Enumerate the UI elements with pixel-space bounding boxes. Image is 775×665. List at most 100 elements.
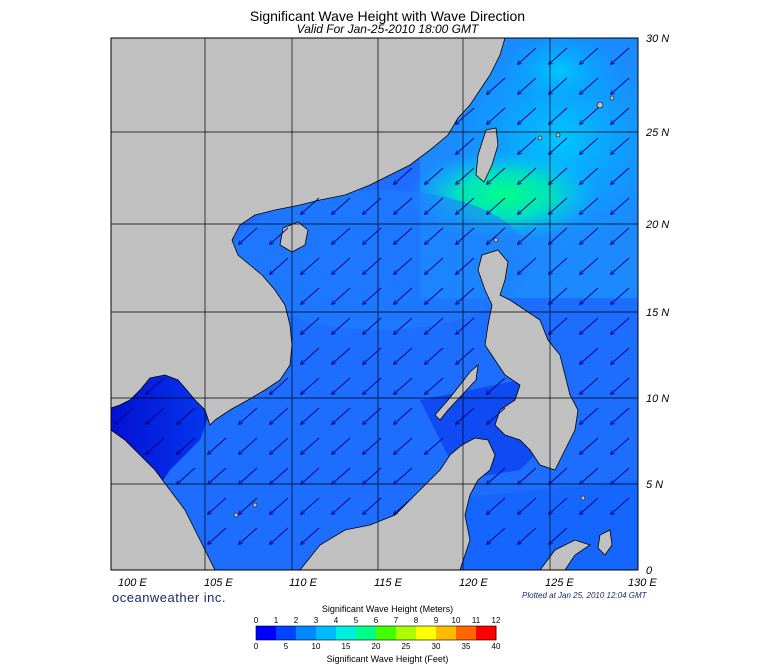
colorbar-feet-tick: 15 (341, 642, 351, 651)
wave-arrow-76 (456, 317, 475, 334)
wave-arrow-140 (332, 497, 351, 514)
land-philippines (477, 249, 579, 471)
wave-arrow-35 (518, 197, 537, 214)
colorbar-title-meters: Significant Wave Height (Meters) (321, 604, 454, 614)
colorbar-swatch-0 (256, 626, 277, 640)
wave-arrow-64 (363, 287, 382, 304)
wave-arrow-39 (239, 227, 258, 244)
colorbar-feet-tick: 5 (283, 642, 289, 651)
wave-arrow-54 (363, 257, 382, 274)
wave-arrow-130 (394, 467, 413, 484)
land-borneo (299, 437, 496, 570)
wave-arrow-138 (270, 497, 289, 514)
lat-label-5n: 5 N (646, 479, 663, 491)
wave-arrow-45 (456, 227, 475, 244)
colorbar-meter-tick: 8 (413, 616, 419, 625)
wave-arrow-16 (518, 137, 537, 154)
wave-arrow-102 (270, 407, 289, 424)
wave-arrow-78 (580, 317, 599, 334)
lon-label-115e: 115 E (374, 577, 403, 589)
wave-arrow-9 (456, 107, 475, 124)
wave-arrow-128 (332, 467, 351, 484)
wave-arrow-29 (332, 197, 351, 214)
wave-arrow-32 (425, 197, 444, 214)
wave-arrow-129 (363, 467, 382, 484)
wave-arrow-85 (456, 347, 475, 364)
wave-arrow-127 (301, 467, 320, 484)
lat-label-10n: 10 N (646, 393, 669, 405)
lat-label-0: 0 (646, 565, 653, 577)
wave-arrow-132 (518, 467, 537, 484)
wave-arrow-43 (394, 227, 413, 244)
wave-arrow-46 (487, 227, 506, 244)
wave-arrow-101 (239, 407, 258, 424)
chart-title: Significant Wave Height with Wave Direct… (249, 8, 526, 24)
wave-arrow-69 (580, 287, 599, 304)
colorbar-swatch-2 (296, 626, 317, 640)
land-palawan (434, 363, 479, 421)
wave-arrow-141 (363, 497, 382, 514)
colorbar-swatch-11 (476, 626, 497, 640)
wave-arrow-125 (239, 467, 258, 484)
wave-arrow-33 (456, 197, 475, 214)
wave-arrow-118 (363, 437, 382, 454)
colorbar-swatch-4 (336, 626, 357, 640)
wave-arrow-109 (580, 407, 599, 424)
wave-arrow-137 (239, 497, 258, 514)
wave-arrow-74 (394, 317, 413, 334)
colorbar-meter-tick: 4 (333, 616, 339, 625)
wave-direction-arrows (115, 47, 630, 544)
wave-arrow-72 (332, 317, 351, 334)
wave-arrow-94 (425, 377, 444, 394)
wave-arrow-103 (301, 407, 320, 424)
wave-arrow-1 (549, 47, 568, 64)
wave-arrow-115 (270, 437, 289, 454)
colorbar-frame (255, 625, 497, 641)
wave-arrow-145 (549, 497, 568, 514)
wave-arrow-60 (580, 257, 599, 274)
wave-arrow-27 (611, 167, 630, 184)
land-china-indochina (111, 38, 506, 426)
colorbar-swatch-1 (276, 626, 297, 640)
wave-arrow-122 (611, 437, 630, 454)
wave-arrow-134 (580, 467, 599, 484)
wave-arrow-86 (580, 347, 599, 364)
wave-arrow-108 (487, 407, 506, 424)
wave-arrow-75 (425, 317, 444, 334)
wave-arrow-152 (487, 527, 506, 544)
wave-arrow-107 (456, 407, 475, 424)
land-malay-peninsula (111, 429, 216, 570)
wave-arrow-147 (611, 497, 630, 514)
colorbar-meter-tick: 11 (471, 616, 481, 625)
wave-arrow-81 (332, 347, 351, 364)
wave-arrow-150 (270, 527, 289, 544)
colorbar-feet-tick: 20 (371, 642, 381, 651)
wave-arrow-28 (301, 197, 320, 214)
wave-arrow-8 (611, 77, 630, 94)
colorbar-meter-tick: 12 (491, 616, 501, 625)
wave-arrow-100 (177, 407, 196, 424)
wave-arrow-14 (611, 107, 630, 124)
wave-arrow-62 (301, 287, 320, 304)
wave-arrow-63 (332, 287, 351, 304)
plotted-timestamp: Plotted at Jan 25, 2010 12:04 GMT (522, 591, 647, 600)
wave-arrow-148 (208, 527, 227, 544)
colorbar-swatch-8 (416, 626, 437, 640)
lon-label-125e: 125 E (545, 577, 574, 589)
wave-arrow-31 (394, 197, 413, 214)
wave-arrow-40 (270, 227, 289, 244)
wave-arrow-15 (456, 137, 475, 154)
wave-arrow-98 (115, 407, 134, 424)
wave-arrow-36 (549, 197, 568, 214)
colorbar-title-feet: Significant Wave Height (Feet) (326, 654, 449, 664)
colorbar-swatch-7 (396, 626, 417, 640)
wave-arrow-0 (518, 47, 537, 64)
wave-arrow-154 (549, 527, 568, 544)
wave-arrow-151 (301, 527, 320, 544)
wave-arrow-105 (363, 407, 382, 424)
colorbar-feet-tick: 0 (253, 642, 259, 651)
wave-arrow-113 (208, 437, 227, 454)
wave-arrow-88 (146, 377, 165, 394)
wave-arrow-106 (394, 407, 413, 424)
wave-arrow-20 (394, 167, 413, 184)
